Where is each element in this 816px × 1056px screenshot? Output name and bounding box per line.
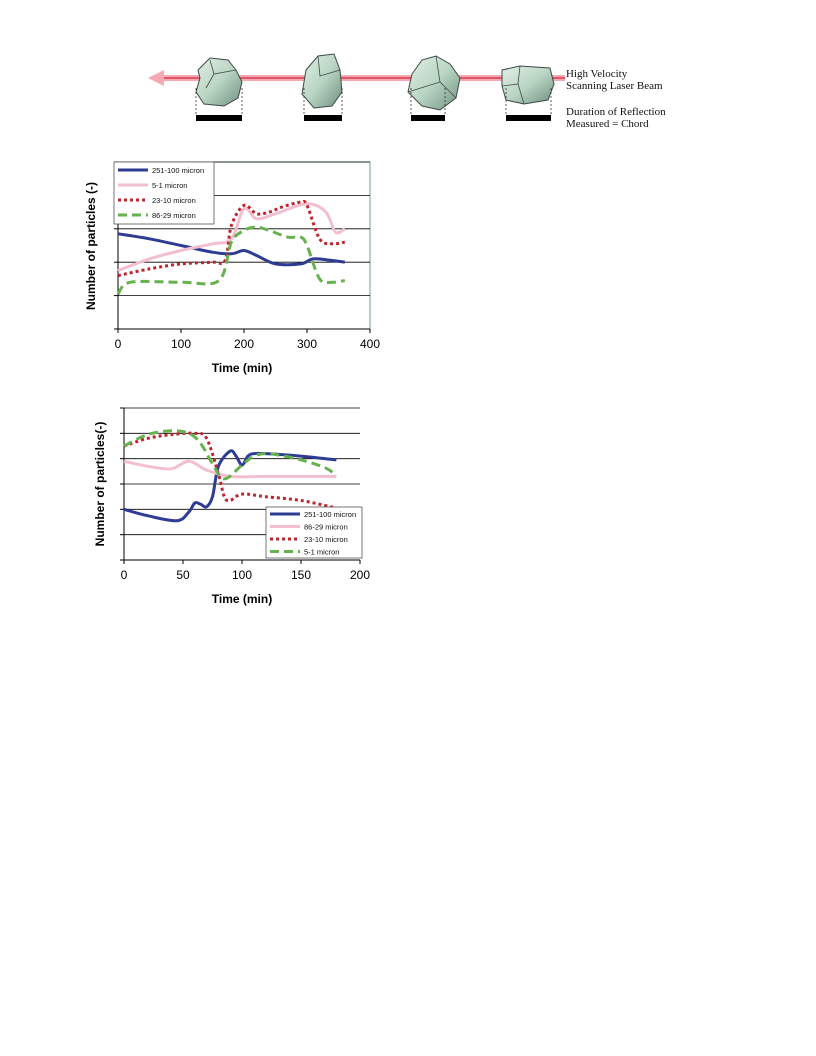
particle-1 [195, 57, 243, 107]
chart-1-x-tick-label: 0 [115, 337, 122, 351]
chart-2-x-tick-label: 200 [350, 568, 370, 582]
chart-1-x-tick-label: 200 [234, 337, 254, 351]
chord-label-line2: Measured = Chord [566, 118, 649, 130]
legend-label: 251-100 micron [152, 166, 204, 175]
chord-label-line1: Duration of Reflection [566, 106, 666, 118]
chord-guides [195, 88, 552, 116]
laser-beam-diagram [140, 48, 700, 138]
chart-1-series-line-1 [117, 232, 346, 267]
chart-2: 0 50 100 150 200 Time (min) Number of partic… [93, 407, 370, 606]
chart-2-series-line-2 [123, 459, 337, 479]
chart-1-x-tick-label: 300 [297, 337, 317, 351]
beam-label-line2: Scanning Laser Beam [566, 80, 663, 92]
legend-label: 5-1 micron [152, 181, 187, 190]
chart-1-series-line-2 [117, 202, 346, 273]
legend-label: 86-29 micron [152, 211, 196, 220]
legend-label: 251-100 micron [304, 510, 356, 519]
beam-label: High Velocity Scanning Laser Beam [566, 68, 663, 92]
chart-2-x-tick-label: 0 [121, 568, 128, 582]
chart-2-xlabel: Time (min) [212, 592, 272, 606]
chart-2-x-tick-label: 100 [232, 568, 252, 582]
chart-1-xlabel: Time (min) [212, 361, 272, 375]
chart-1-series-line-4 [116, 225, 346, 296]
chord-bars [196, 115, 551, 121]
chart-2-x-tick-label: 150 [291, 568, 311, 582]
laser-diagram-svg [148, 53, 565, 121]
chart-1-legend: 251-100 micron 5-1 micron 23-10 micron 86-2… [113, 161, 215, 225]
legend-label: 5-1 micron [304, 548, 339, 557]
chart-1-series-line-3 [117, 199, 346, 278]
chord-label: Duration of Reflection Measured = Chord [566, 106, 666, 130]
chart-2-legend: 251-100 micron 86-29 micron 23-10 micron 5-… [265, 506, 363, 559]
legend-label: 23-10 micron [152, 196, 196, 205]
chart-2-series-line-4 [123, 429, 338, 481]
chart-1: 0 100 200 300 400 Time (min) Number of parti… [84, 161, 380, 375]
legend-label: 86-29 micron [304, 523, 348, 532]
chart-2-ylabel: Number of particles(-) [93, 422, 107, 547]
particle-2 [301, 53, 343, 109]
beam-arrow-icon [148, 70, 164, 86]
particle-4 [501, 65, 555, 105]
chart-2-x-tick-label: 50 [176, 568, 190, 582]
chart-1-x-tick-label: 400 [360, 337, 380, 351]
particle-3 [407, 55, 461, 111]
chart-2-series-line-1 [123, 449, 337, 523]
beam-label-line1: High Velocity [566, 68, 628, 80]
chart-1-ylabel: Number of particles (-) [84, 182, 98, 310]
chart-1-legend-box [113, 161, 215, 225]
legend-label: 23-10 micron [304, 535, 348, 544]
chart-1-x-tick-label: 100 [171, 337, 191, 351]
